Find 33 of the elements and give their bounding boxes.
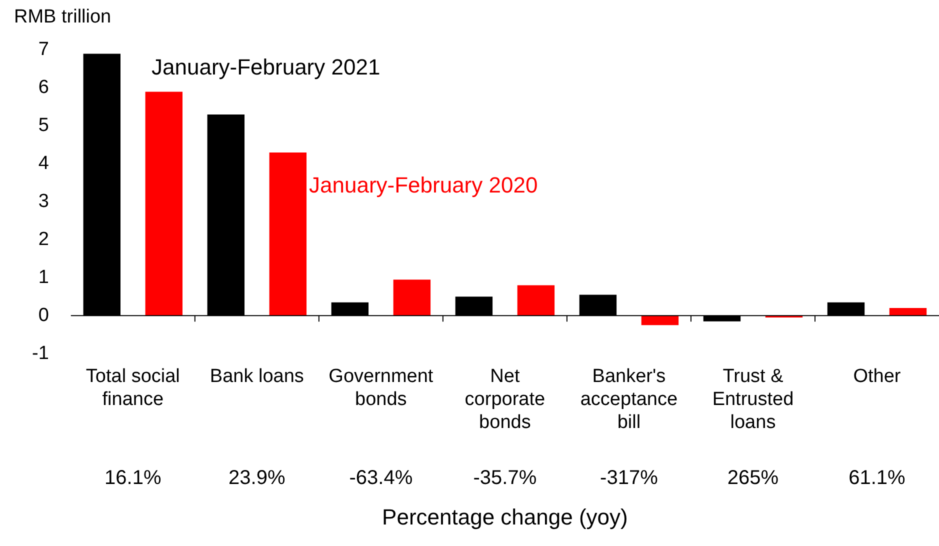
x-tick-label: Bank loans <box>210 366 304 388</box>
x-tick-label: Banker's acceptance bill <box>580 366 678 433</box>
text: -35.7% <box>473 467 537 490</box>
bar <box>393 280 431 316</box>
bar <box>641 316 679 326</box>
y-tick-label: 4 <box>38 153 50 174</box>
series-label: January-February 2020 <box>309 172 538 198</box>
x-tick-label: Other <box>853 366 902 388</box>
x-tick-label: Total social finance <box>86 366 180 410</box>
text: 61.1% <box>848 467 906 490</box>
y-tick-label: 6 <box>38 77 49 98</box>
bar <box>145 92 183 316</box>
text: 23.9% <box>228 467 286 490</box>
y-axis-title: RMB trillion <box>14 6 112 28</box>
text: 16.1% <box>104 467 162 490</box>
x-axis-title: Percentage change (yoy) <box>382 504 628 530</box>
text: -317% <box>600 467 658 490</box>
y-tick-label: 2 <box>38 228 49 250</box>
x-tick-label: Net corporate bonds <box>464 366 546 433</box>
series-label: January-February 2021 <box>152 54 380 80</box>
y-tick-label: 1 <box>38 266 49 288</box>
y-tick-label: 5 <box>38 115 49 136</box>
y-tick-label: 7 <box>38 39 49 60</box>
y-tick-label: -1 <box>32 342 49 364</box>
bar <box>269 152 307 316</box>
text: 265% <box>727 467 779 490</box>
y-tick-label: 0 <box>38 304 49 326</box>
y-tick-label: 3 <box>38 191 49 212</box>
bar <box>517 285 555 316</box>
x-tick-label: Trust & Entrusted loans <box>712 366 794 433</box>
text: -63.4% <box>349 467 413 490</box>
bar <box>889 308 927 316</box>
x-tick-label: Government bonds <box>328 366 434 410</box>
